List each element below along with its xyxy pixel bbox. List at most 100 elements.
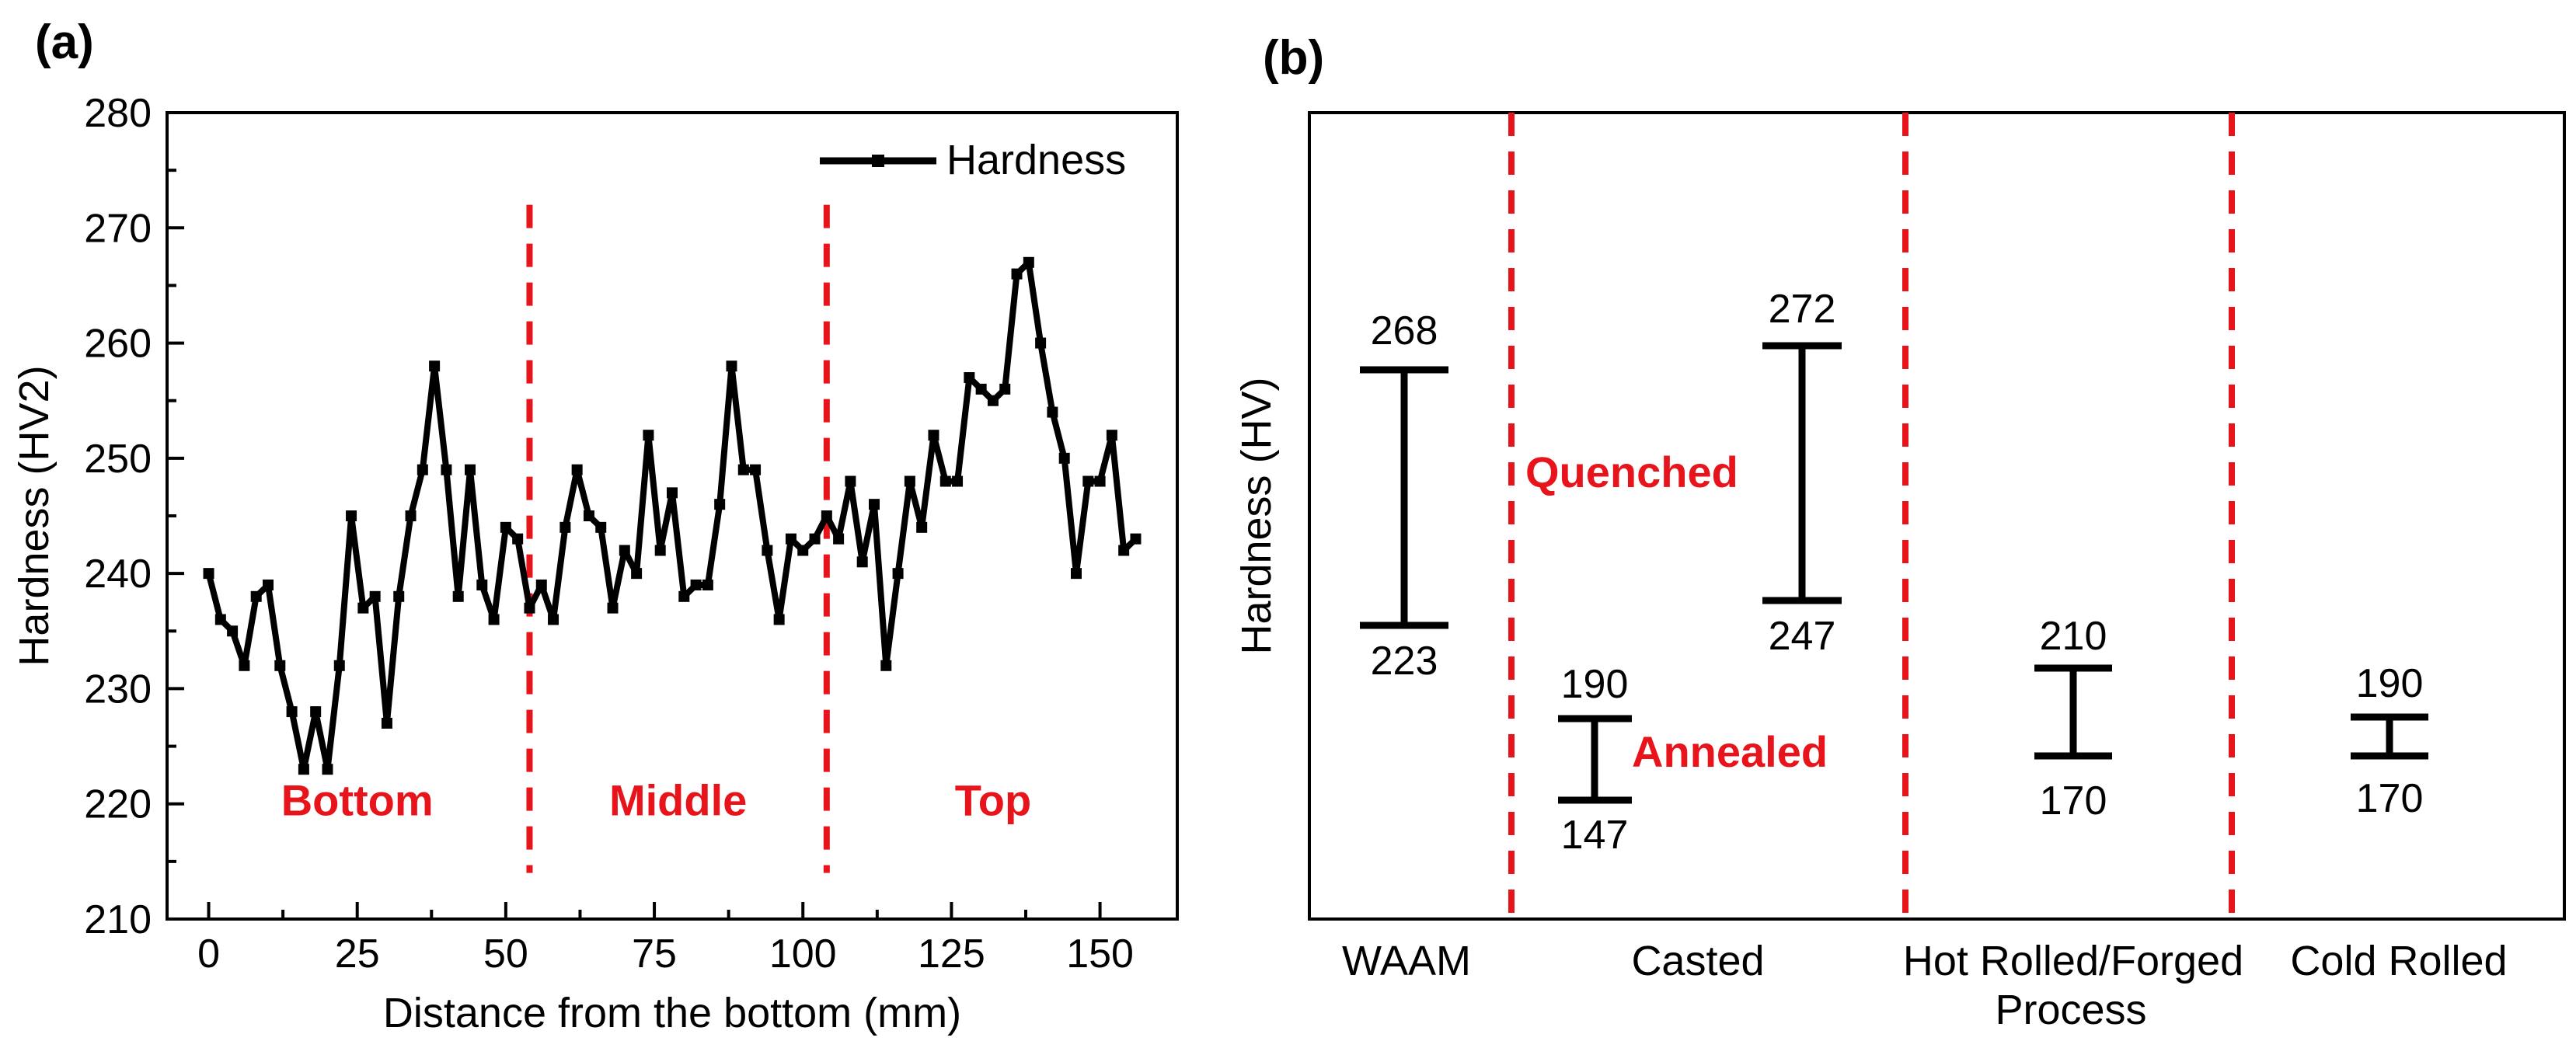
range-bar-casted-annealed-max-label: 190	[1561, 662, 1629, 707]
data-point	[964, 372, 975, 384]
range-bar-hot-rolled-forged-max-label: 210	[2040, 614, 2107, 659]
range-bar-waam: 268 223	[1360, 308, 1448, 684]
data-point	[441, 464, 452, 475]
range-bar-cold-rolled-max-label: 190	[2356, 661, 2424, 706]
data-point	[452, 590, 464, 602]
data-point	[904, 475, 915, 487]
data-point	[250, 590, 262, 602]
panel-a-region-dividers	[526, 204, 830, 873]
category-label-hot-rolled-forged: Hot Rolled/Forged	[1903, 938, 2243, 984]
panel-b-category-labels: WAAM Casted Hot Rolled/Forged Cold Rolle…	[1342, 938, 2508, 984]
range-bar-cold-rolled: 190 170	[2351, 661, 2428, 821]
data-point	[1106, 430, 1117, 441]
category-label-waam: WAAM	[1342, 938, 1471, 984]
data-point	[214, 614, 226, 625]
data-point	[310, 706, 322, 718]
y-tick-label-220: 220	[84, 782, 152, 827]
y-tick-label-270: 270	[84, 206, 152, 251]
panel-a-hardness-profile: (a) 210 220 230 240 250 260 270 280 0 25 50 75 100 1…	[11, 16, 1179, 1036]
region-label-middle: Middle	[609, 776, 747, 825]
data-point	[500, 521, 511, 533]
data-point	[643, 430, 654, 441]
panel-a-label: (a)	[35, 16, 94, 69]
data-point	[595, 521, 607, 533]
data-point	[631, 568, 643, 580]
data-point	[405, 510, 417, 521]
data-point	[750, 464, 762, 475]
range-bar-casted-quenched-min-label: 247	[1769, 614, 1836, 659]
data-point	[690, 579, 702, 590]
panel-b-hardness-by-process: (b) Hardness (HV) Process WAAM Casted Ho…	[1233, 31, 2566, 1033]
data-point	[1047, 406, 1058, 418]
data-point	[1082, 475, 1094, 487]
region-label-bottom: Bottom	[281, 776, 434, 825]
data-point	[239, 660, 250, 671]
legend-label: Hardness	[946, 137, 1126, 183]
panel-a-y-axis: 210 220 230 240 250 260 270 280	[84, 91, 184, 942]
region-label-top: Top	[955, 776, 1031, 825]
y-tick-label-250: 250	[84, 437, 152, 482]
panel-b-x-axis-title: Process	[1995, 987, 2146, 1033]
x-tick-label-25: 25	[335, 931, 380, 977]
annotation-annealed: Annealed	[1632, 727, 1828, 776]
data-point	[524, 602, 535, 614]
x-tick-label-150: 150	[1066, 931, 1134, 977]
x-tick-label-0: 0	[197, 931, 220, 977]
range-bar-hot-rolled-forged-min-label: 170	[2040, 778, 2107, 823]
panel-a-region-labels: Bottom Middle Top	[281, 776, 1031, 825]
data-point	[939, 475, 951, 487]
range-bar-cold-rolled-min-label: 170	[2356, 776, 2424, 821]
range-bar-waam-max-label: 268	[1371, 308, 1438, 353]
data-point	[762, 545, 773, 556]
data-point	[203, 568, 214, 580]
data-point	[512, 533, 524, 545]
data-point	[1058, 452, 1070, 464]
data-point	[999, 383, 1011, 395]
data-point	[571, 464, 583, 475]
data-point	[928, 430, 939, 441]
data-point	[845, 475, 856, 487]
panel-a-series-hardness	[203, 256, 1142, 775]
legend-marker-swatch	[872, 155, 884, 167]
data-point	[1094, 475, 1106, 487]
data-point	[1023, 256, 1034, 268]
data-point	[737, 464, 749, 475]
annotation-quenched: Quenched	[1525, 447, 1738, 496]
data-point	[535, 579, 547, 590]
range-bar-casted-annealed: 190 147	[1558, 662, 1632, 858]
data-point	[1118, 545, 1130, 556]
x-tick-label-125: 125	[918, 931, 985, 977]
data-point	[821, 510, 832, 521]
data-point	[429, 360, 441, 372]
panel-b-annotations: Quenched Annealed	[1525, 447, 1828, 776]
panel-a-x-axis: 0 25 50 75 100 125 150	[197, 902, 1134, 977]
data-point	[369, 590, 381, 602]
panel-a-legend: Hardness	[820, 137, 1126, 183]
data-point	[619, 545, 630, 556]
data-point	[607, 602, 619, 614]
panel-b-plot-frame	[1308, 111, 2566, 921]
data-point	[785, 533, 797, 545]
range-bar-casted-quenched-max-label: 272	[1769, 287, 1836, 332]
data-point	[1071, 568, 1082, 580]
data-point	[417, 464, 428, 475]
data-point	[880, 660, 892, 671]
data-point	[1035, 337, 1047, 349]
data-point	[773, 614, 785, 625]
category-label-casted: Casted	[1631, 938, 1764, 984]
data-point	[476, 579, 488, 590]
data-point	[856, 556, 868, 568]
data-point	[892, 568, 904, 580]
panel-a-y-axis-title: Hardness (HV2)	[11, 365, 58, 666]
data-point	[833, 533, 845, 545]
range-bar-waam-min-label: 223	[1371, 639, 1438, 684]
data-point	[227, 625, 239, 637]
panel-b-region-dividers	[1508, 113, 2235, 919]
data-point	[274, 660, 286, 671]
data-point	[714, 499, 726, 510]
data-point	[381, 717, 392, 729]
data-point	[263, 579, 274, 590]
range-bar-casted-annealed-min-label: 147	[1561, 813, 1629, 858]
data-point	[869, 499, 880, 510]
